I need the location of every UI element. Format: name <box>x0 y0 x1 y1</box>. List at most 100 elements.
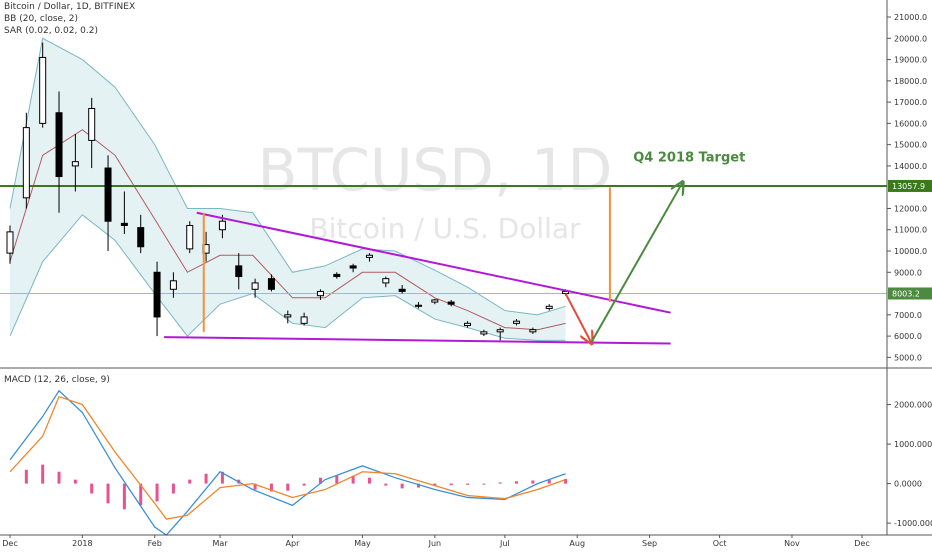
candles <box>6 42 570 341</box>
time-tick-label: Dec <box>2 539 17 548</box>
time-tick-label: Apr <box>286 539 301 548</box>
price-tick-label: 18000.0 <box>894 77 927 86</box>
macd-hist-bar <box>335 475 339 484</box>
candle-body <box>169 280 177 290</box>
time-tick-label: 2018 <box>72 539 92 548</box>
price-tick-label: 16000.0 <box>894 119 927 128</box>
candle <box>316 289 324 300</box>
time-tick-label: Jun <box>428 539 442 548</box>
candle-body <box>120 222 128 226</box>
candle-body <box>398 288 406 292</box>
macd-macd-line <box>9 389 566 536</box>
candle-body <box>22 127 30 199</box>
macd-hist-bar <box>531 480 535 484</box>
price-label-text: 13057.9 <box>892 182 925 191</box>
price-label: 13057.9 <box>888 179 932 192</box>
time-tick-label: Oct <box>713 539 727 548</box>
candle <box>55 91 63 213</box>
candle-body <box>251 282 259 290</box>
candle <box>71 134 79 192</box>
candle-body <box>104 167 112 222</box>
macd-hist-bar <box>351 475 355 484</box>
candle <box>480 329 488 337</box>
candle <box>365 253 373 262</box>
macd-signal-line <box>9 395 566 520</box>
candle <box>545 304 553 311</box>
macd-hist-bar <box>122 483 126 510</box>
macd-hist-bar <box>498 482 502 484</box>
macd-hist-bar <box>547 479 551 484</box>
macd-tick-label: -1000.0000 <box>894 519 932 528</box>
macd-hist-bar <box>302 483 306 486</box>
legend-macd: MACD (12, 26, close, 9) <box>4 375 110 385</box>
macd-hist-bar <box>139 483 143 506</box>
candle-body <box>529 329 537 333</box>
candle-body <box>71 161 79 167</box>
price-tick-label: 10000.0 <box>894 247 927 256</box>
candle-body <box>153 271 161 318</box>
candle-body <box>431 299 439 303</box>
horizontal-lines <box>0 184 887 294</box>
target-label: Q4 2018 Target <box>633 151 745 166</box>
candle-body <box>365 254 373 258</box>
macd-tick-label: 1000.0000 <box>894 440 932 449</box>
price-tick-label: 21000.0 <box>894 13 927 22</box>
candle <box>382 276 390 288</box>
candle <box>349 263 357 273</box>
legend-symbol: Bitcoin / Dollar, 1D, BITFINEX <box>4 2 136 12</box>
watermark-name: Bitcoin / U.S. Dollar <box>309 212 581 245</box>
price-label-bg <box>888 179 932 192</box>
price-tick-label: 11000.0 <box>894 226 927 235</box>
watermark-ticker: BTCUSD, 1D <box>258 136 613 204</box>
candle-body <box>235 265 243 278</box>
candle-body <box>414 304 422 307</box>
candle-body <box>267 278 275 290</box>
upper-trendline <box>196 211 671 314</box>
candle-body <box>513 320 521 324</box>
price-label-text: 8003.2 <box>892 289 920 298</box>
green-up-arrow <box>590 183 682 343</box>
candle <box>6 225 14 264</box>
candle <box>464 321 472 328</box>
price-tick-label: 15000.0 <box>894 141 927 150</box>
price-tick-label: 7000.0 <box>894 311 922 320</box>
candle-body <box>218 220 226 231</box>
bb-lower <box>9 214 566 341</box>
time-tick-label: Dec <box>854 539 869 548</box>
red-down-arrow <box>564 293 592 343</box>
candle-body <box>447 301 455 305</box>
candle-body <box>333 273 341 278</box>
candle-body <box>55 112 63 178</box>
legend-bb: BB (20, close, 2) <box>4 14 79 24</box>
time-tick-label: Nov <box>784 539 800 548</box>
candle-body <box>186 224 194 250</box>
candle <box>169 272 177 298</box>
candle <box>235 253 243 290</box>
macd-hist-bar <box>416 483 420 488</box>
macd-hist-bar <box>204 473 208 484</box>
macd-hist-bar <box>155 483 159 502</box>
macd-hist-bar <box>41 464 45 484</box>
macd-hist-bar <box>318 477 322 484</box>
macd-hist-bar <box>286 483 290 491</box>
candle-body <box>39 56 47 124</box>
candle-body <box>137 227 145 248</box>
macd-hist-bar <box>171 483 175 494</box>
candle-body <box>496 329 504 333</box>
candle <box>39 42 47 128</box>
macd-hist-bar <box>400 483 404 489</box>
price-tick-label: 5000.0 <box>894 353 922 362</box>
candle <box>529 327 537 334</box>
time-tick-label: May <box>354 539 371 548</box>
candle-body <box>316 290 324 297</box>
candle-body <box>88 107 96 141</box>
macd-hist-bar <box>106 483 110 504</box>
macd-hist-bar <box>73 479 77 484</box>
candle <box>137 214 145 254</box>
bb-upper <box>9 37 566 316</box>
candle-body <box>300 316 308 324</box>
candle <box>300 312 308 326</box>
candle <box>251 278 259 298</box>
